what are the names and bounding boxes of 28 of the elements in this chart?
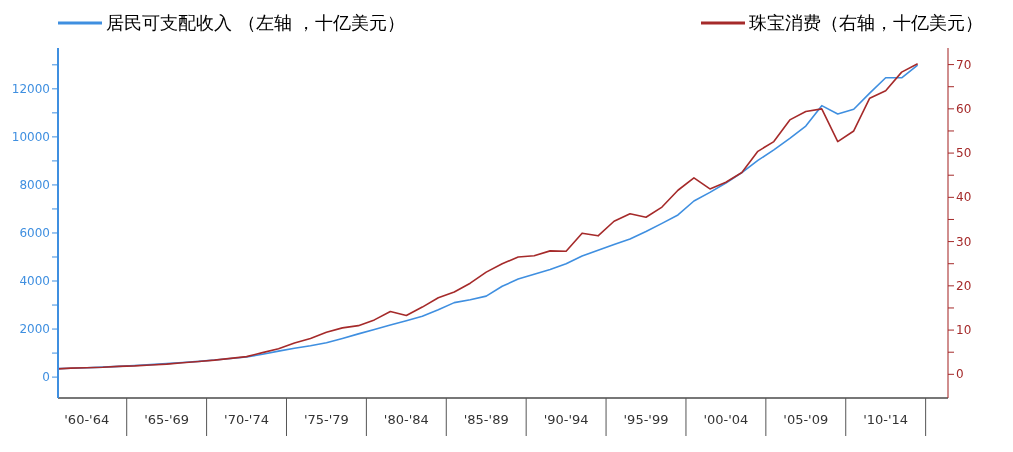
x-tick-label: '85-'89 (463, 412, 509, 427)
y-tick-label: 0 (42, 370, 50, 385)
x-tick-label: '75-'79 (303, 412, 349, 427)
x-tick-label: '95-'99 (623, 412, 669, 427)
y2-tick-label: 50 (956, 146, 972, 161)
y-tick-label: 4000 (19, 274, 50, 289)
y2-tick-label: 30 (956, 234, 972, 249)
x-tick-label: '60-'64 (64, 412, 110, 427)
legend-label: 居民可支配收入 （左轴 ，十亿美元） (106, 11, 406, 35)
y2-tick-label: 70 (956, 57, 972, 72)
y2-tick-label: 20 (956, 278, 972, 293)
x-tick-label: '80-'84 (383, 412, 429, 427)
legend-label: 珠宝消费（右轴，十亿美元） (749, 11, 983, 35)
x-tick-label: '65-'69 (144, 412, 190, 427)
x-tick-label: '90-'94 (543, 412, 589, 427)
y2-tick-label: 10 (956, 323, 972, 338)
y2-tick-label: 60 (956, 101, 972, 116)
y2-tick-label: 0 (956, 367, 964, 382)
x-tick-label: '00-'04 (703, 412, 749, 427)
y-tick-label: 12000 (11, 81, 50, 96)
y-tick-label: 6000 (19, 225, 50, 240)
y-tick-label: 10000 (11, 129, 50, 144)
x-tick-label: '05-'09 (783, 412, 829, 427)
y2-tick-label: 40 (956, 190, 972, 205)
y-tick-label: 8000 (19, 177, 50, 192)
x-tick-label: '70-'74 (224, 412, 270, 427)
y-tick-label: 2000 (19, 322, 50, 337)
x-tick-label: '10-'14 (863, 412, 909, 427)
